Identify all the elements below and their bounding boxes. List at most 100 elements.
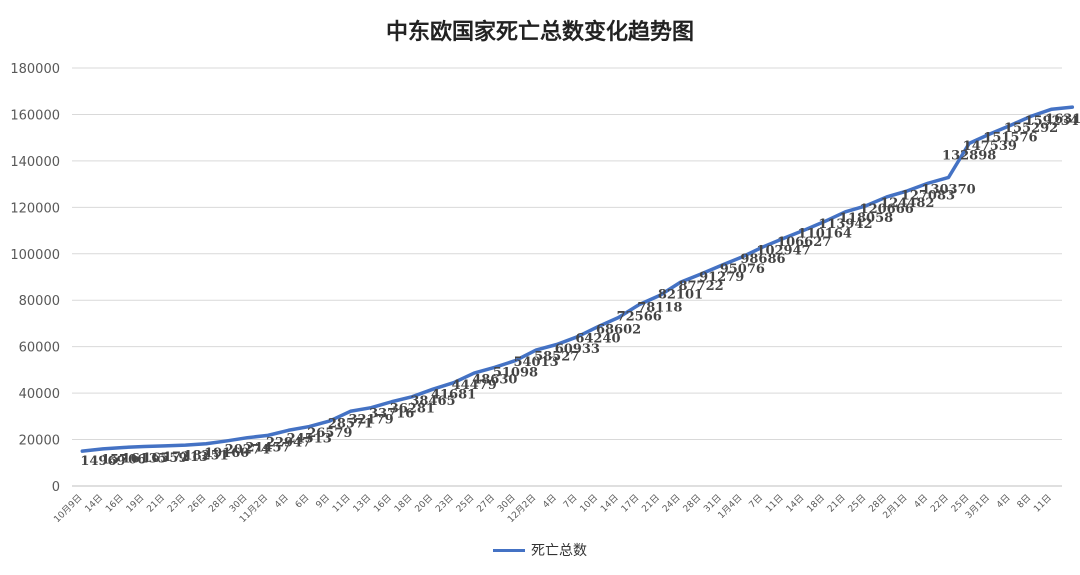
x-tick-label: 21日	[145, 492, 167, 514]
data-label: 87722	[678, 279, 723, 294]
data-label: 51098	[493, 366, 538, 381]
x-tick-label: 20日	[413, 492, 435, 514]
y-tick-label: 100000	[10, 248, 60, 263]
y-tick-label: 20000	[19, 434, 60, 449]
x-tick-label: 25日	[846, 492, 868, 514]
data-label: 20274	[225, 443, 270, 458]
y-tick-label: 40000	[19, 387, 60, 402]
x-tick-label: 13日	[351, 492, 373, 514]
data-label: 18251	[183, 449, 228, 464]
x-tick-label: 25日	[454, 492, 476, 514]
data-label: 110164	[798, 226, 852, 241]
x-tick-label: 14日	[83, 492, 105, 514]
data-label: 91279	[699, 270, 744, 285]
x-tick-label: 11日	[1032, 492, 1054, 514]
data-label: 19160	[204, 446, 249, 461]
x-tick-label: 28日	[207, 492, 229, 514]
data-label: 95076	[720, 262, 765, 277]
data-label: 48630	[472, 372, 517, 387]
x-tick-label: 16日	[103, 492, 125, 514]
data-label: 106627	[777, 235, 831, 250]
data-label: 163149	[1045, 112, 1080, 127]
data-label: 159234	[1025, 114, 1079, 129]
x-tick-label: 8日	[1015, 492, 1033, 510]
chart-title: 中东欧国家死亡总数变化趋势图	[385, 20, 694, 45]
x-tick-label: 22日	[928, 492, 950, 514]
y-tick-label: 0	[52, 480, 60, 495]
x-tick-label: 7日	[747, 492, 765, 510]
x-tick-label: 28日	[681, 492, 703, 514]
x-tick-label: 4日	[912, 492, 930, 510]
data-label: 124482	[880, 196, 934, 211]
y-tick-label: 80000	[19, 294, 60, 309]
series-line	[80, 105, 1075, 453]
x-tick-label: 23日	[433, 492, 455, 514]
data-label: 33716	[369, 407, 414, 422]
data-label: 36281	[390, 402, 435, 417]
y-tick-label: 60000	[19, 341, 60, 356]
data-label: 98686	[740, 252, 785, 267]
data-label: 130370	[921, 182, 975, 197]
data-label: 41681	[431, 388, 476, 403]
x-tick-label: 18日	[392, 492, 414, 514]
data-label: 102947	[756, 243, 810, 258]
x-tick-label: 14日	[598, 492, 620, 514]
data-label: 68602	[596, 322, 641, 337]
data-label: 44479	[452, 378, 497, 393]
data-label: 26579	[307, 426, 352, 441]
legend: 死亡总数	[0, 540, 1080, 560]
x-tick-label: 10日	[578, 492, 600, 514]
data-label: 28571	[328, 416, 373, 431]
data-label: 60933	[555, 342, 600, 357]
data-label: 120666	[860, 202, 914, 217]
x-tick-label: 4日	[994, 492, 1012, 510]
x-tick-label: 21日	[825, 492, 847, 514]
x-tick-label: 10月9日	[52, 492, 85, 525]
x-tick-label: 6日	[293, 492, 311, 510]
data-label: 151576	[983, 130, 1037, 145]
data-label: 32179	[348, 413, 393, 428]
y-tick-label: 120000	[10, 201, 60, 216]
y-tick-label: 140000	[10, 155, 60, 170]
x-tick-label: 19日	[124, 492, 146, 514]
data-label: 21457	[245, 440, 290, 455]
x-tick-label: 27日	[475, 492, 497, 514]
data-label: 155292	[1004, 121, 1058, 136]
x-tick-label: 18日	[805, 492, 827, 514]
x-tick-label: 4日	[272, 492, 290, 510]
data-label: 24513	[287, 432, 332, 447]
x-tick-label: 23日	[165, 492, 187, 514]
data-label: 17213	[163, 450, 208, 465]
data-label: 132898	[942, 148, 996, 163]
data-label: 14969	[80, 454, 125, 469]
data-label: 72566	[617, 310, 662, 325]
data-label: 113942	[818, 217, 872, 232]
x-tick-label: 7日	[561, 492, 579, 510]
x-tick-label: 24日	[660, 492, 682, 514]
x-tick-label: 17日	[619, 492, 641, 514]
data-label: 147539	[963, 139, 1017, 154]
y-tick-label: 180000	[10, 62, 60, 77]
legend-label: 死亡总数	[531, 543, 587, 559]
data-label: 127083	[901, 188, 955, 203]
data-label: 78118	[637, 300, 682, 315]
data-label: 16559	[142, 451, 187, 466]
x-tick-label: 9日	[314, 492, 332, 510]
x-tick-label: 16日	[372, 492, 394, 514]
y-tick-label: 160000	[10, 108, 60, 123]
data-label: 22947	[266, 435, 311, 450]
legend-line-swatch	[493, 548, 525, 552]
x-tick-label: 11日	[763, 492, 785, 514]
x-tick-label: 14日	[784, 492, 806, 514]
x-tick-label: 4日	[541, 492, 559, 510]
data-label: 82101	[658, 287, 703, 302]
x-tick-label: 11日	[330, 492, 352, 514]
data-label: 118058	[839, 211, 893, 226]
data-label: 54013	[513, 355, 558, 370]
data-label: 64240	[575, 332, 620, 347]
x-tick-label: 21日	[640, 492, 662, 514]
x-tick-label: 26日	[186, 492, 208, 514]
data-label: 15706	[101, 452, 146, 467]
data-label: 16135	[122, 452, 167, 467]
